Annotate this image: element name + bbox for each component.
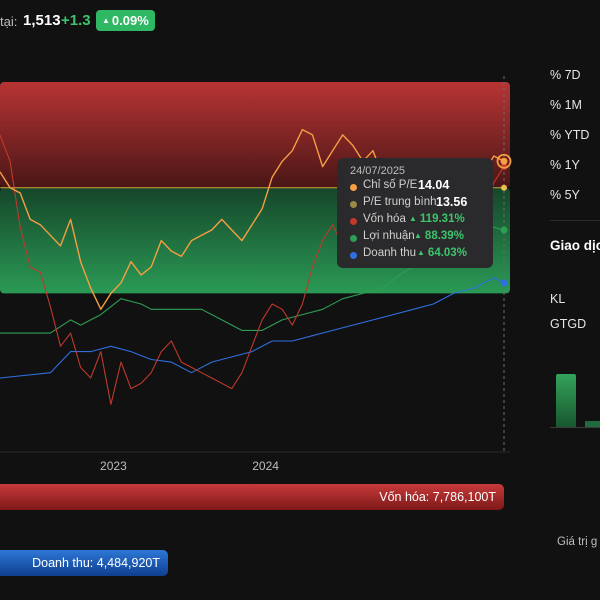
- price-change-badge: ▲ 0.09%: [96, 10, 155, 31]
- tooltip-pe-value: 14.04: [418, 178, 450, 192]
- x-tick-label: 2023: [100, 459, 127, 473]
- price-value: 1,513: [23, 12, 61, 29]
- pe-end-point: [500, 157, 508, 165]
- divider: [550, 220, 600, 221]
- pe-avg-legend-dot: [350, 201, 357, 208]
- tooltip-pe-avg-value: 13.56: [436, 195, 468, 209]
- market-cap-bar: Vốn hóa: 7,786,100T: [0, 484, 504, 510]
- market-cap-change: 119.31%: [419, 213, 465, 225]
- range-ytd[interactable]: % YTD: [550, 128, 590, 142]
- arrow-up-icon: ▲: [417, 248, 425, 257]
- pe-legend-dot: [350, 184, 357, 191]
- market-cap-total: Vốn hóa: 7,786,100T: [379, 490, 496, 504]
- tooltip-row-pe-avg: P/E trung bình 13.56: [350, 195, 490, 212]
- tooltip-profit-value: ▲ 88.39%: [414, 230, 464, 242]
- tooltip-pe-label: Chỉ số P/E: [363, 179, 418, 191]
- price-change: +1.3: [61, 12, 91, 29]
- pe-end-ring: [496, 153, 512, 169]
- profit-end-point: [500, 226, 508, 234]
- revenue-bar: Doanh thu: 4,484,920T: [0, 550, 168, 576]
- tooltip-row-profit: Lợi nhuận ▲ 88.39%: [350, 230, 490, 246]
- trade-value-footer: Giá trị g: [557, 536, 598, 548]
- tooltip-revenue-value: ▲ 64.03%: [417, 247, 467, 259]
- tooltip-date: 24/07/2025: [350, 165, 406, 177]
- arrow-up-icon: ▲: [409, 214, 417, 223]
- tooltip-revenue-label: Doanh thu: [363, 247, 417, 259]
- price-label: tại:: [0, 14, 18, 29]
- volume-bar[interactable]: [585, 421, 600, 428]
- arrow-up-icon: ▲: [102, 16, 110, 25]
- tooltip-pe-avg-label: P/E trung bình: [363, 196, 437, 208]
- revenue-line: [0, 277, 505, 379]
- chart-tooltip: 24/07/2025 Chỉ số P/E 14.04 P/E trung bì…: [337, 158, 493, 268]
- volume-label: KL: [550, 292, 566, 306]
- right-panel: % 7D % 1M % YTD % 1Y % 5Y Giao dịc KL GT…: [516, 0, 600, 600]
- x-tick-label: 2024: [252, 459, 279, 473]
- pe-avg-end-point: [501, 184, 507, 191]
- revenue-end-point: [500, 279, 508, 287]
- profit-change: 88.39%: [424, 230, 464, 242]
- trading-section-title: Giao dịc: [550, 238, 600, 253]
- revenue-legend-dot: [350, 252, 357, 259]
- tooltip-row-pe: Chỉ số P/E 14.04: [350, 178, 490, 195]
- range-7d[interactable]: % 7D: [550, 68, 581, 82]
- trade-value-label: GTGD: [550, 317, 587, 331]
- tooltip-profit-label: Lợi nhuận: [363, 230, 415, 242]
- bar-baseline: [550, 427, 600, 428]
- tooltip-market-cap-value: ▲ 119.31%: [409, 213, 465, 225]
- arrow-up-icon: ▲: [414, 231, 422, 240]
- range-1m[interactable]: % 1M: [550, 98, 582, 112]
- market-cap-legend-dot: [350, 218, 357, 225]
- profit-legend-dot: [350, 235, 357, 242]
- price-change-pct: 0.09%: [111, 13, 149, 28]
- price-header: tại: 1,513 +1.3 ▲ 0.09%: [0, 0, 600, 44]
- tooltip-row-market-cap: Vốn hóa ▲ 119.31%: [350, 213, 490, 229]
- volume-bar[interactable]: [556, 374, 576, 428]
- revenue-change: 64.03%: [427, 247, 467, 259]
- range-1y[interactable]: % 1Y: [550, 158, 580, 172]
- tooltip-row-revenue: Doanh thu ▲ 64.03%: [350, 247, 490, 263]
- revenue-total: Doanh thu: 4,484,920T: [32, 556, 160, 570]
- tooltip-market-cap-label: Vốn hóa: [363, 213, 406, 225]
- range-5y[interactable]: % 5Y: [550, 188, 580, 202]
